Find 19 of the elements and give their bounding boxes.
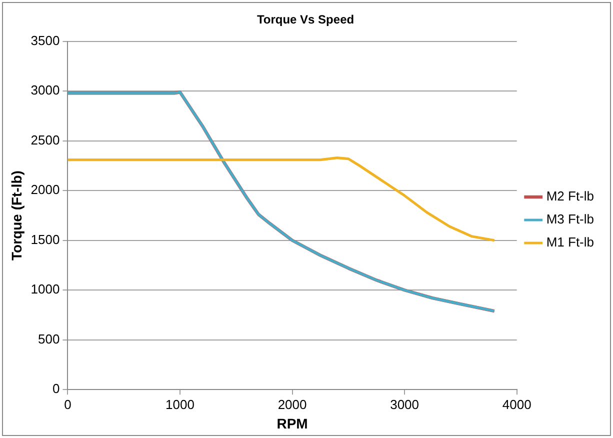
y-tick-label: 3500	[30, 32, 60, 48]
y-tick-label: 2000	[30, 182, 60, 198]
x-tick-label: 2000	[278, 396, 307, 412]
x-tick-label: 3000	[390, 396, 420, 412]
legend-label: M3 Ft-lb	[546, 212, 594, 227]
x-tick-label: 1000	[166, 396, 194, 412]
y-tick-label: 3000	[30, 82, 60, 98]
y-tick-label: 500	[38, 331, 60, 346]
y-axis-title: Torque (Ft-lb)	[8, 170, 24, 260]
x-axis-title: RPM	[276, 415, 308, 432]
x-tick-label: 0	[64, 396, 72, 412]
y-tick-label: 2500	[30, 132, 60, 148]
x-tick-label: 4000	[502, 396, 532, 412]
y-tick-label: 1000	[30, 282, 60, 297]
y-tick-label: 0	[52, 381, 60, 396]
legend-label: M1 Ft-lb	[546, 234, 594, 250]
chart-title: Torque Vs Speed	[256, 12, 354, 27]
legend-label: M2 Ft-lb	[546, 188, 594, 204]
y-tick-label: 1500	[30, 232, 60, 247]
